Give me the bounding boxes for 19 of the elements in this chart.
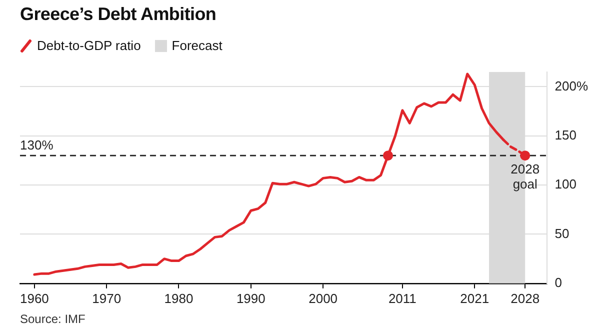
x-tick-label: 2011 (388, 290, 416, 306)
y-tick-label: 150 (554, 127, 576, 142)
x-tick-label: 1990 (236, 290, 266, 306)
legend-label: Debt-to-GDP ratio (37, 38, 141, 53)
annotation: 2028 goal (510, 162, 540, 192)
source-note: Source: IMF (20, 312, 86, 326)
y-tick-label: 200% (554, 78, 588, 94)
x-tick-label: 1980 (164, 290, 194, 306)
x-tick-label: 1960 (20, 290, 49, 306)
x-tick-label: 2000 (308, 290, 338, 306)
chart-title: Greece’s Debt Ambition (20, 4, 216, 25)
x-tick-label: 2021 (460, 290, 490, 306)
ref-line-label: 130% (20, 138, 54, 153)
y-tick-label: 100 (554, 176, 576, 192)
x-tick-label: 1970 (92, 290, 122, 306)
y-tick-label: 50 (554, 226, 570, 241)
x-tick-label: 2028 (510, 290, 540, 306)
y-tick-label: 0 (554, 274, 562, 290)
legend-label: Forecast (172, 38, 222, 53)
